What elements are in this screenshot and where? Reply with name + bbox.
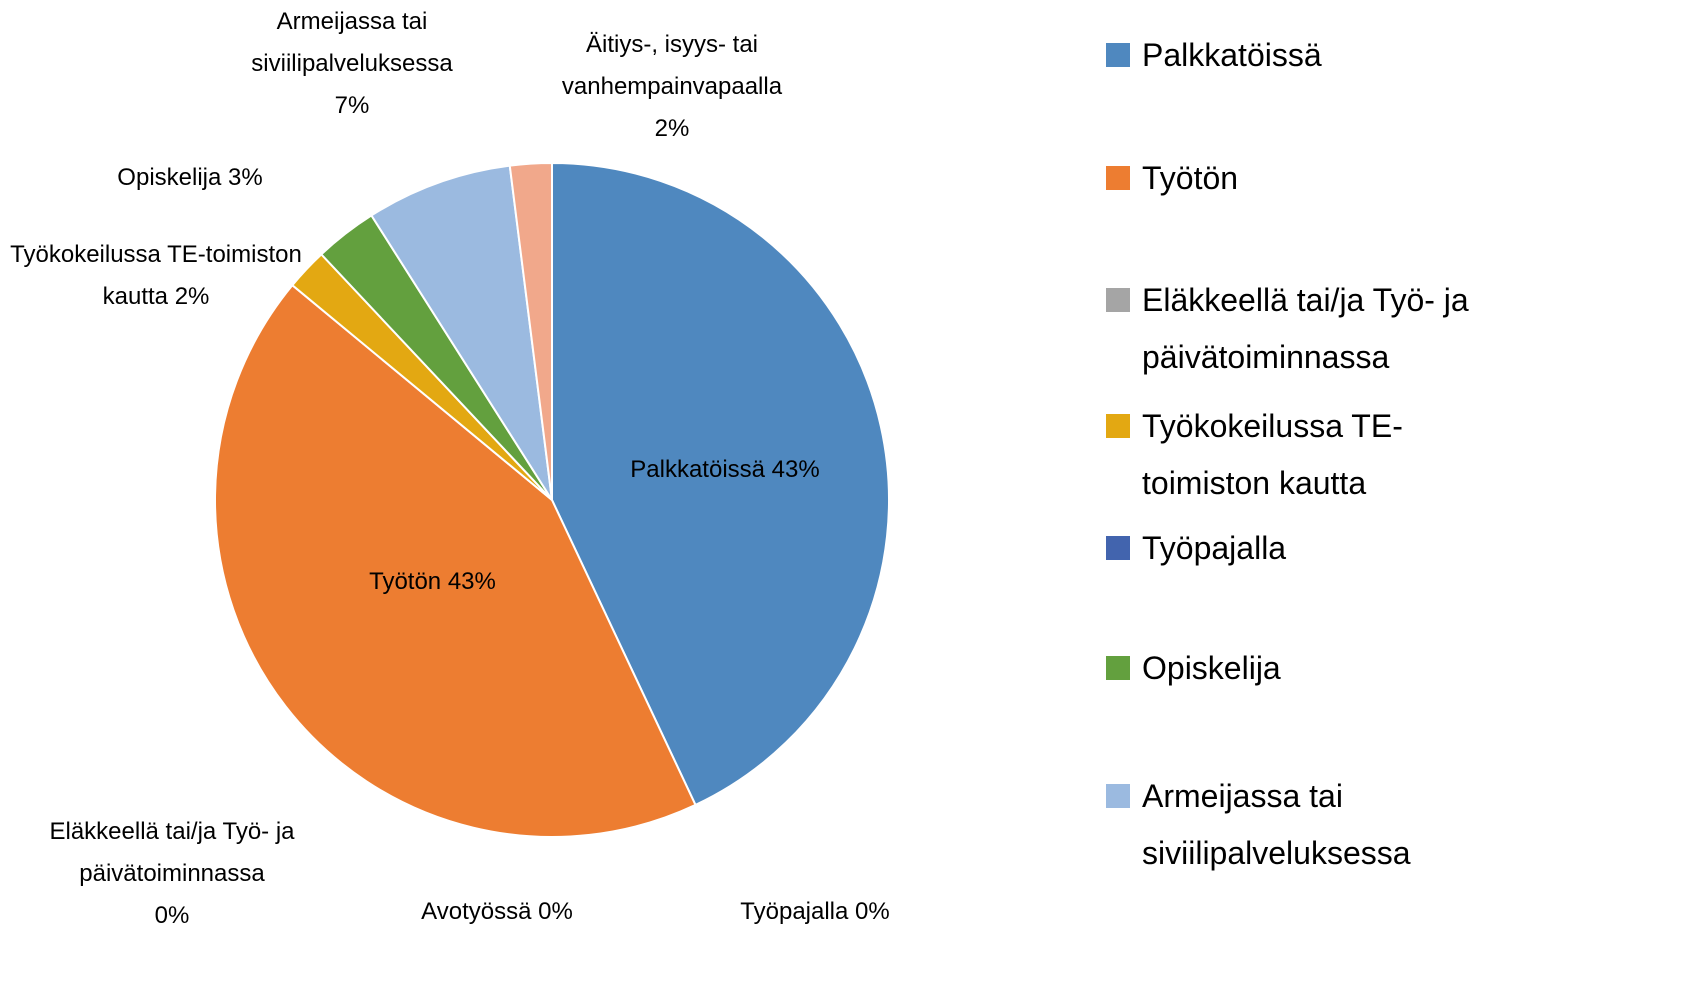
- data-label-value: 2%: [174, 283, 210, 310]
- data-label-value: 0%: [154, 902, 190, 929]
- pie-slice: [214, 283, 697, 838]
- legend-label: Opiskelija: [1142, 650, 1281, 686]
- legend-label: Työkokeilussa TE-toimiston kautta: [1142, 408, 1403, 501]
- legend-swatch: [1106, 784, 1130, 808]
- data-label-name: Työtön: [369, 568, 442, 595]
- data-label-value: 2%: [654, 115, 690, 142]
- legend-item: Työkokeilussa TE-toimiston kautta: [1106, 398, 1462, 512]
- legend-item: Eläkkeellä tai/ja Työ- ja päivätoiminnas…: [1106, 272, 1582, 386]
- data-label-value: 7%: [334, 92, 370, 119]
- data-label-name: Eläkkeellä tai/ja Työ- ja päivätoiminnas…: [49, 818, 295, 887]
- data-label-name: Opiskelija: [117, 164, 222, 191]
- data-label-name: Työkokeilussa TE-toimiston kautta: [10, 241, 302, 310]
- data-label: Palkkatöissä 43%: [580, 449, 870, 491]
- data-label: Työtön 43%: [300, 561, 565, 603]
- legend-label: Armeijassa tai siviilipalveluksessa: [1142, 778, 1411, 871]
- data-label-value: 3%: [228, 164, 263, 191]
- legend-swatch: [1106, 414, 1130, 438]
- legend-label: Palkkatöissä: [1142, 37, 1322, 73]
- data-label: Armeijassa tai siviilipalveluksessa 7%: [222, 1, 482, 127]
- legend-label: Työpajalla: [1142, 530, 1287, 566]
- legend-item: Työpajalla: [1106, 520, 1542, 577]
- legend-label: Työtön: [1142, 160, 1239, 196]
- data-label: Opiskelija 3%: [70, 157, 310, 199]
- data-label: Eläkkeellä tai/ja Työ- ja päivätoiminnas…: [22, 811, 322, 937]
- data-label-name: Palkkatöissä: [630, 456, 765, 483]
- legend-swatch: [1106, 43, 1130, 67]
- legend-item: Työtön: [1106, 150, 1542, 207]
- data-label: Työkokeilussa TE-toimiston kautta 2%: [10, 234, 302, 318]
- legend-label: Eläkkeellä tai/ja Työ- ja päivätoiminnas…: [1142, 282, 1469, 375]
- data-label-value: 43%: [771, 456, 820, 483]
- legend-swatch: [1106, 536, 1130, 560]
- legend-swatch: [1106, 166, 1130, 190]
- legend-item: Armeijassa tai siviilipalveluksessa: [1106, 768, 1482, 882]
- pie-slice: [508, 161, 553, 501]
- data-label-name: Työpajalla: [740, 898, 849, 925]
- data-label-name: Armeijassa tai siviilipalveluksessa: [251, 8, 453, 77]
- legend-item: Palkkatöissä: [1106, 27, 1542, 84]
- data-label-name: Äitiys-, isyys- tai vanhempainvapaalla: [561, 31, 783, 100]
- data-label: Työpajalla 0%: [700, 891, 930, 933]
- data-label-value: 0%: [538, 898, 573, 925]
- legend-swatch: [1106, 288, 1130, 312]
- data-label-value: 0%: [855, 898, 890, 925]
- legend-swatch: [1106, 656, 1130, 680]
- data-label-value: 43%: [447, 568, 496, 595]
- data-label-name: Avotyössä: [421, 898, 532, 925]
- pie-slice: [551, 161, 890, 807]
- pie-slice: [370, 164, 553, 501]
- data-label: Äitiys-, isyys- tai vanhempainvapaalla 2…: [532, 24, 812, 150]
- data-label: Avotyössä 0%: [380, 891, 614, 933]
- legend-item: Opiskelija: [1106, 640, 1542, 697]
